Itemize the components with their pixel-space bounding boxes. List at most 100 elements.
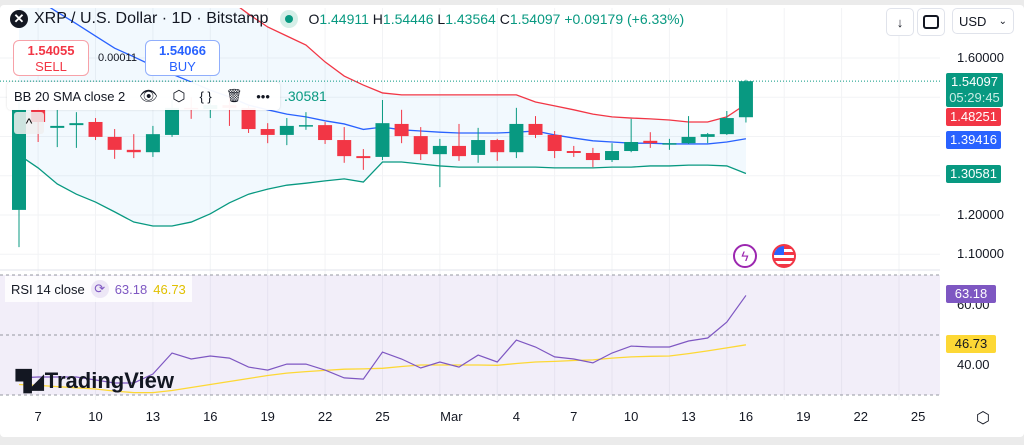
time-tick: Mar: [440, 409, 463, 424]
candle-body: [509, 123, 524, 153]
rsi-tick: 40.00: [957, 357, 990, 372]
time-tick: 7: [570, 409, 578, 424]
fullscreen-button[interactable]: [917, 8, 945, 36]
high-value: 1.54446: [382, 11, 434, 27]
candle-body: [681, 136, 696, 144]
time-tick: 10: [623, 409, 639, 424]
candle-body: [318, 125, 333, 141]
eye-icon[interactable]: 👁︎: [139, 88, 159, 105]
candle-body: [165, 107, 180, 135]
candle-body: [719, 118, 734, 135]
time-tick: 19: [260, 409, 275, 424]
time-tick: 22: [853, 409, 868, 424]
time-tick: 7: [34, 409, 42, 424]
rsi-ma-value: 46.73: [153, 281, 186, 297]
ohlc-values: O1.44911 H1.54446 L1.43564 C1.54097 +0.0…: [308, 11, 684, 27]
symbol-header: ✕ XRP / U.S. Dollar · 1D · Bitstamp O1.4…: [10, 10, 684, 28]
chart-window: [0, 5, 1024, 437]
bb-basis-tag: 1.39416: [946, 131, 1001, 149]
time-tick: 22: [317, 409, 333, 424]
loading-icon: ⟳: [90, 280, 109, 298]
time-tick: 25: [910, 409, 926, 424]
candle-body: [337, 140, 352, 157]
last-price-tag: 1.54097 05:29:45: [946, 73, 1003, 107]
source-code-icon[interactable]: { }: [199, 88, 212, 104]
symbol-title[interactable]: XRP / U.S. Dollar · 1D · Bitstamp: [34, 10, 269, 27]
candle-body: [50, 125, 65, 128]
change-value: +0.09179 (+6.33%): [564, 11, 685, 27]
time-tick: 16: [203, 409, 218, 424]
us-flag-event-icon[interactable]: [772, 244, 796, 268]
market-open-icon: [280, 10, 299, 28]
last-price: 1.54097: [951, 74, 998, 89]
currency-select[interactable]: USD ⌄: [952, 8, 1014, 34]
candle-body: [356, 156, 371, 159]
price-tick: 1.60000: [957, 50, 1004, 65]
more-icon[interactable]: •••: [256, 88, 270, 104]
open-value: 1.44911: [319, 11, 369, 27]
time-tick: 13: [681, 409, 696, 424]
buy-label: BUY: [169, 59, 196, 74]
candle-body: [528, 123, 543, 135]
settings-icon[interactable]: ⬡: [172, 88, 186, 105]
rsi-value: 63.18: [114, 281, 148, 297]
candle-body: [12, 109, 26, 210]
rsi-ma-line: [18, 344, 747, 394]
chart-settings-button[interactable]: ⬡: [976, 408, 990, 428]
rsi-indicator-legend[interactable]: RSI 14 close ⟳ 63.18 46.73: [5, 276, 192, 302]
candle-body: [605, 151, 620, 161]
candle-body: [107, 136, 122, 150]
candle-body: [88, 121, 103, 137]
chevron-up-icon: ^: [25, 115, 33, 131]
tradingview-logo[interactable]: ▜◢ TradingView: [16, 368, 174, 394]
candle-body: [260, 129, 275, 135]
rsi-tag: 63.18: [946, 285, 996, 303]
close-value: 1.54097: [509, 11, 561, 27]
time-tick: 13: [145, 409, 161, 424]
low-value: 1.43564: [445, 11, 496, 27]
candle-body: [662, 143, 677, 145]
buy-price: 1.54066: [159, 43, 206, 58]
bb-lower-line: [18, 154, 747, 227]
lightning-event-icon[interactable]: ϟ: [733, 244, 757, 268]
price-tick: 1.20000: [957, 207, 1004, 222]
low-label: L: [437, 11, 446, 27]
candle-body: [566, 151, 581, 153]
bb-lower-tag: 1.30581: [946, 165, 1001, 183]
fullscreen-icon: [923, 15, 939, 29]
currency-value: USD: [959, 13, 987, 29]
collapse-legend-button[interactable]: ^: [14, 112, 44, 134]
chevron-down-icon: ⌄: [998, 15, 1007, 27]
candle-body: [298, 125, 313, 127]
candle-body: [375, 123, 390, 157]
rsi-legend-label: RSI 14 close: [11, 281, 85, 297]
candle-body: [490, 140, 505, 153]
time-tick: 25: [375, 409, 390, 424]
buy-button[interactable]: 1.54066 BUY: [145, 40, 220, 76]
candle-body: [69, 123, 84, 126]
time-tick: 10: [88, 409, 103, 424]
bb-upper-line: [239, 8, 747, 123]
rsi-line: [18, 295, 747, 384]
scroll-down-button[interactable]: ↓: [886, 8, 914, 36]
close-label: C: [499, 11, 510, 27]
sell-button[interactable]: 1.54055 SELL: [13, 40, 89, 76]
settings-hexagon-icon: ⬡: [976, 410, 990, 427]
candle-body: [643, 140, 658, 144]
candle-body: [394, 123, 409, 137]
candle-body: [126, 149, 141, 153]
rsi-ma-tag: 46.73: [946, 335, 996, 353]
bb-legend-label: BB 20 SMA close 2: [14, 88, 126, 104]
candle-body: [585, 152, 600, 161]
candle-body: [471, 140, 486, 155]
tradingview-wordmark: TradingView: [44, 368, 174, 393]
bb-indicator-legend[interactable]: BB 20 SMA close 2 👁︎ ⬡ { } 🗑︎ •••: [7, 82, 280, 110]
trash-icon[interactable]: 🗑︎: [225, 88, 243, 103]
candle-body: [279, 125, 294, 135]
candle-body: [451, 145, 466, 157]
sell-price: 1.54055: [27, 43, 75, 58]
time-tick: 4: [512, 409, 520, 424]
candle-body: [738, 81, 753, 118]
candle-body: [413, 136, 428, 155]
candle-body: [145, 134, 160, 153]
